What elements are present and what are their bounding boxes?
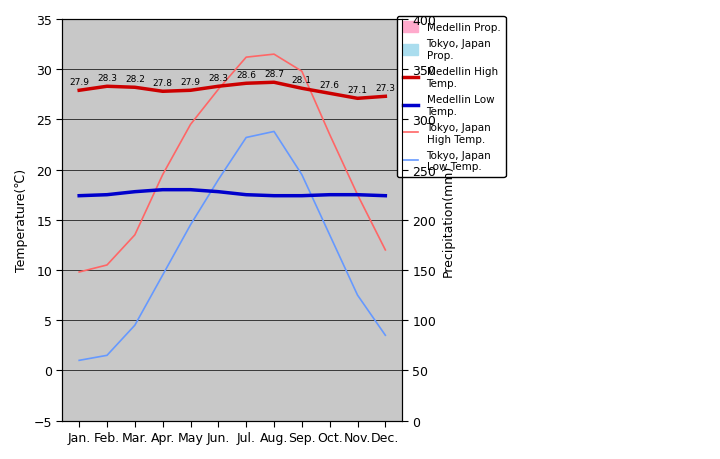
Bar: [236, 420, 246, 459]
Bar: [320, 420, 330, 448]
Bar: [97, 420, 107, 459]
Bar: [181, 420, 191, 452]
Text: 28.3: 28.3: [97, 74, 117, 83]
Bar: [153, 420, 163, 446]
Bar: [125, 420, 135, 451]
Bar: [264, 420, 274, 459]
Y-axis label: Temperature(℃): Temperature(℃): [15, 169, 28, 272]
Bar: [69, 420, 79, 459]
Bar: [348, 420, 358, 443]
Bar: [274, 420, 284, 459]
Bar: [376, 420, 385, 451]
Bar: [191, 420, 200, 459]
Text: 28.7: 28.7: [264, 70, 284, 79]
Bar: [135, 420, 145, 459]
Bar: [292, 420, 302, 459]
Bar: [302, 420, 312, 459]
Text: 27.3: 27.3: [375, 84, 395, 93]
Text: 28.6: 28.6: [236, 71, 256, 80]
Legend: Medellin Prop., Tokyo, Japan
Prop., Medellin High
Temp., Medellin Low
Temp., Tok: Medellin Prop., Tokyo, Japan Prop., Mede…: [397, 17, 505, 177]
Bar: [358, 420, 367, 459]
Bar: [107, 420, 117, 459]
Bar: [246, 420, 256, 459]
Text: 27.8: 27.8: [153, 79, 173, 88]
Bar: [218, 420, 228, 459]
Bar: [163, 420, 172, 459]
Text: 27.9: 27.9: [69, 78, 89, 87]
Text: 28.3: 28.3: [208, 74, 228, 83]
Text: 27.6: 27.6: [320, 81, 340, 90]
Bar: [330, 420, 339, 454]
Text: 28.2: 28.2: [125, 75, 145, 84]
Text: 27.1: 27.1: [348, 86, 367, 95]
Bar: [385, 420, 395, 459]
Text: 27.9: 27.9: [181, 78, 200, 87]
Y-axis label: Precipitation(mm): Precipitation(mm): [442, 164, 455, 276]
Bar: [79, 420, 89, 459]
Bar: [209, 420, 218, 459]
Text: 28.1: 28.1: [292, 76, 312, 85]
